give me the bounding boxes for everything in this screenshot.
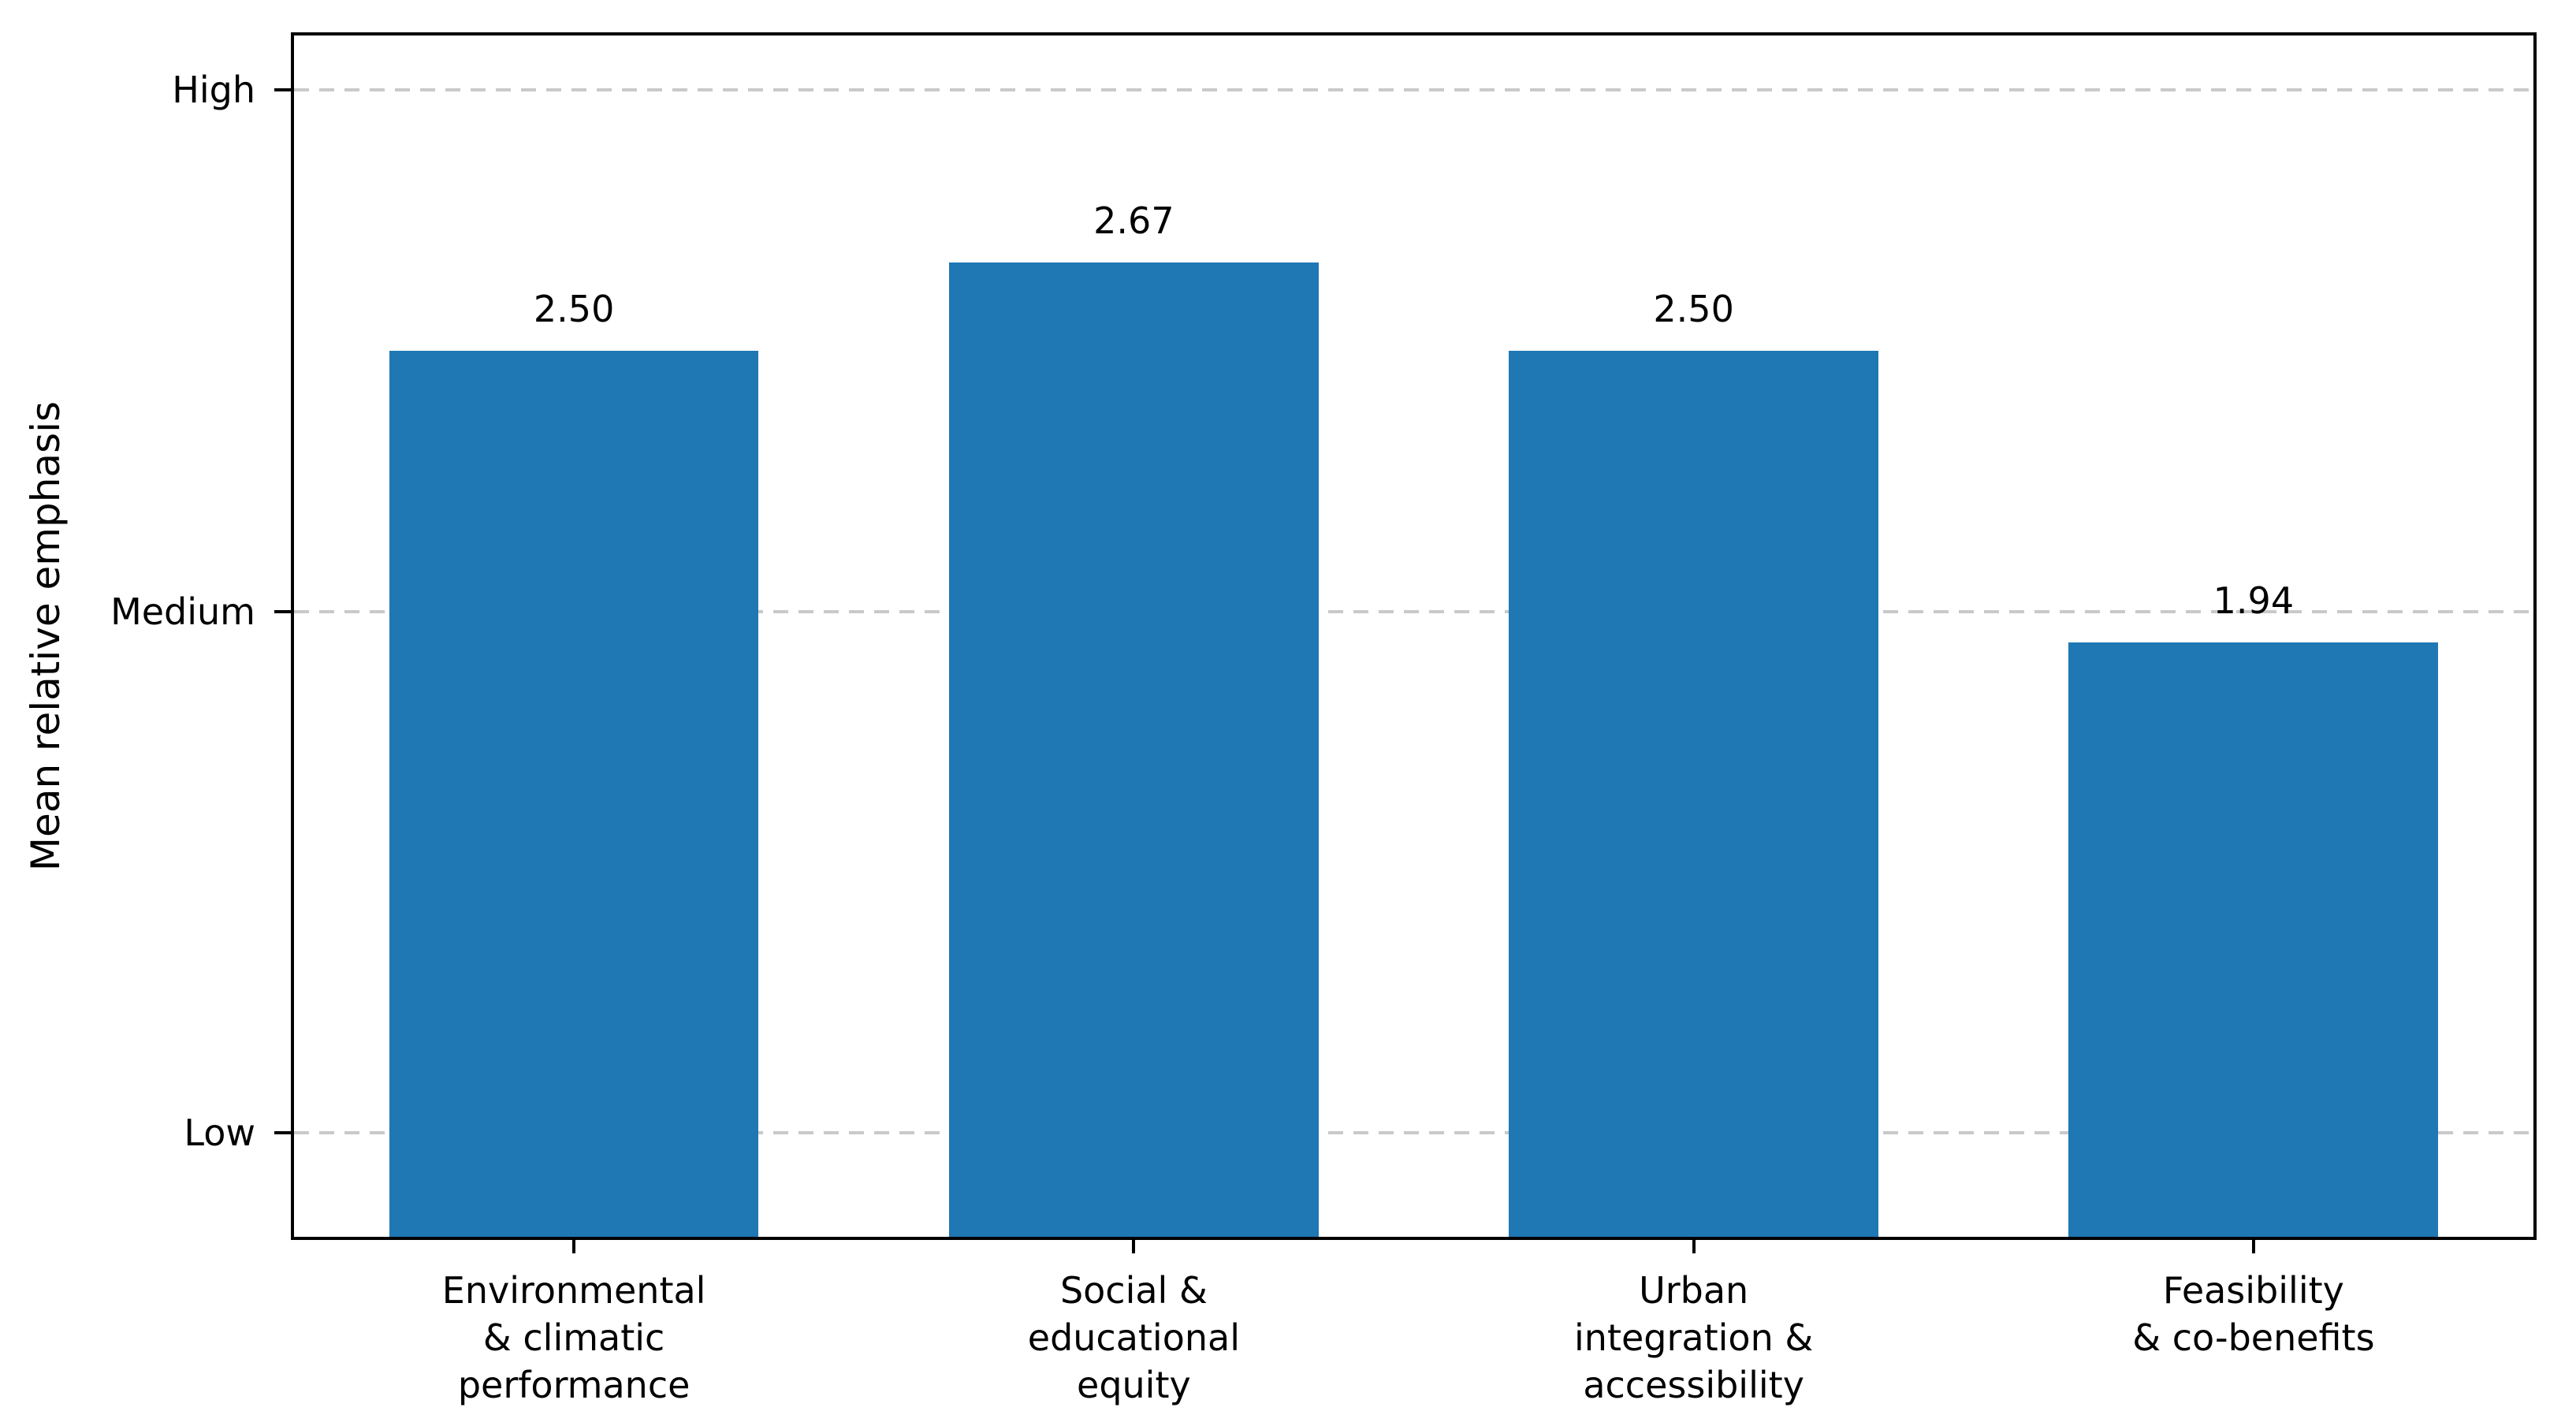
- bar-value-label: 1.94: [2213, 579, 2295, 623]
- y-axis-title: Mean relative emphasis: [23, 400, 69, 872]
- bar-value-label: 2.50: [533, 288, 615, 330]
- plot-inner: 2.50 2.67 2.50 1.94: [294, 35, 2533, 1237]
- gridline: [294, 88, 2533, 92]
- x-tick-label: Social & educational equity: [1027, 1269, 1240, 1406]
- bar-4: [2068, 642, 2439, 1237]
- y-tick-label: Medium: [110, 590, 255, 633]
- x-tick-label: Feasibility & co-benefits: [2132, 1269, 2375, 1359]
- x-tick: [572, 1237, 576, 1253]
- plot-area: 2.50 2.67 2.50 1.94: [291, 32, 2537, 1240]
- bar-value-label: 2.50: [1653, 288, 1734, 330]
- x-tick-label: Environmental & climatic performance: [441, 1269, 706, 1406]
- bar-value-label: 2.67: [1093, 199, 1174, 242]
- gridline: [294, 1130, 2533, 1134]
- y-tick: [274, 88, 291, 92]
- y-tick: [274, 1130, 291, 1134]
- x-tick: [2251, 1237, 2255, 1253]
- x-tick-label: Urban integration & accessibility: [1574, 1269, 1814, 1406]
- y-tick: [274, 609, 291, 613]
- bar-1: [389, 351, 759, 1237]
- bar-3: [1509, 351, 1878, 1237]
- x-tick: [1132, 1237, 1136, 1253]
- y-tick-label: Low: [184, 1111, 255, 1154]
- bar-2: [948, 262, 1319, 1237]
- gridline: [294, 609, 2533, 613]
- x-tick: [1692, 1237, 1696, 1253]
- y-tick-label: High: [172, 69, 255, 112]
